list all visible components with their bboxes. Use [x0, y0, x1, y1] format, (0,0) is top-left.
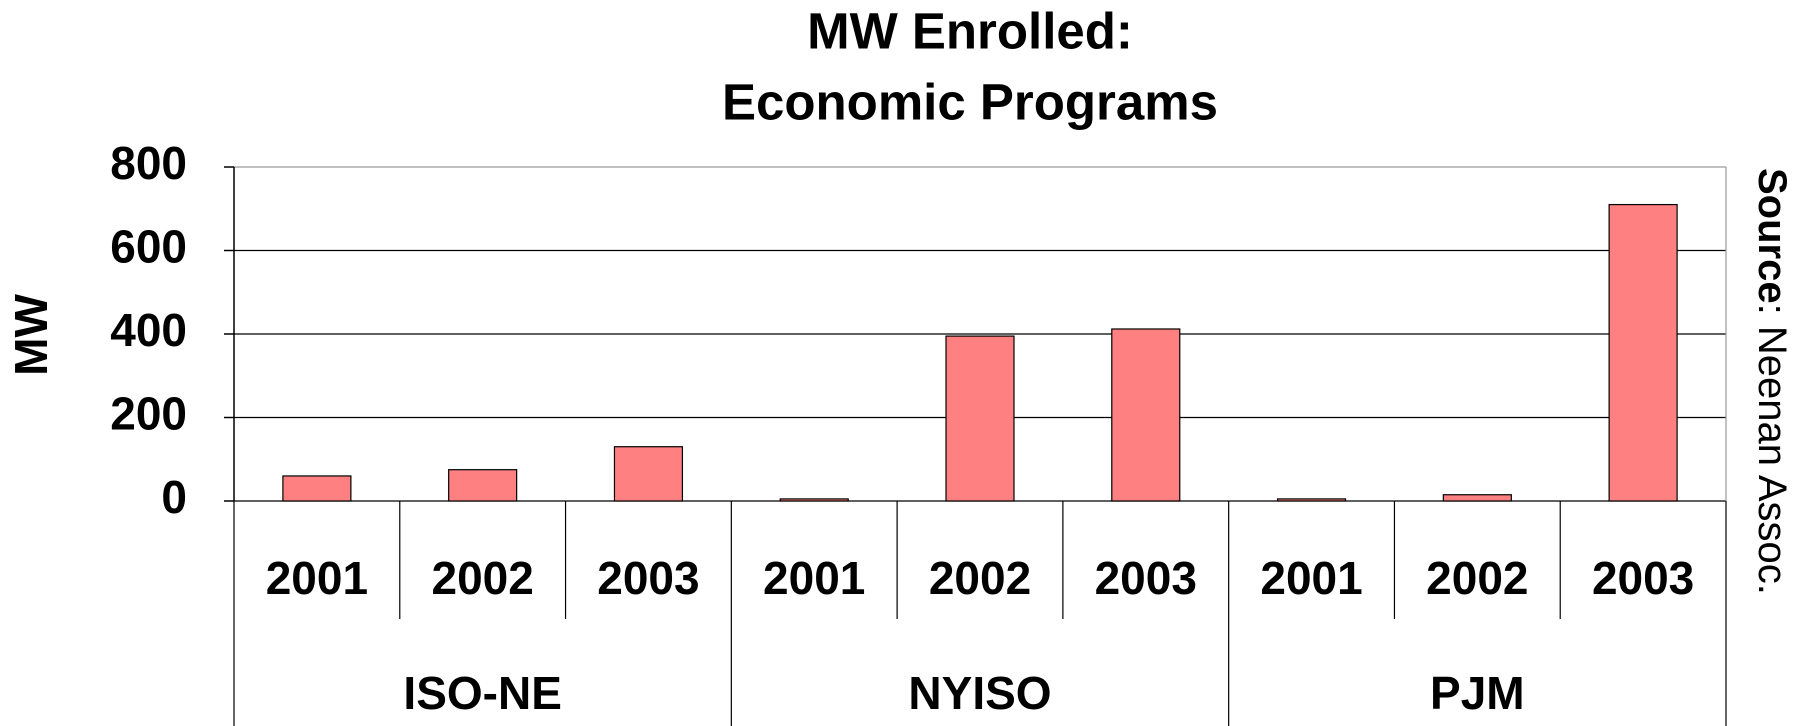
x-tick-label: 2002: [1426, 552, 1528, 604]
y-tick-label: 800: [110, 137, 187, 189]
chart-title: Economic Programs: [722, 73, 1218, 130]
x-tick-label: 2003: [1592, 552, 1694, 604]
y-tick-label: 0: [161, 471, 187, 523]
bar: [945, 335, 1015, 502]
bar: [282, 475, 352, 502]
group-label: NYISO: [908, 667, 1051, 719]
y-axis-label: MW: [5, 294, 57, 376]
source-note: Source: Neenan Assoc.: [1750, 168, 1794, 595]
x-tick-label: 2003: [1095, 552, 1197, 604]
x-tick-label: 2003: [597, 552, 699, 604]
bar: [448, 469, 518, 502]
bar: [613, 446, 684, 502]
x-tick-label: 2001: [266, 552, 368, 604]
source-label: Source: [1750, 168, 1794, 304]
group-label: PJM: [1430, 667, 1525, 719]
x-tick-label: 2001: [763, 552, 865, 604]
x-tick-label: 2001: [1260, 552, 1362, 604]
bar: [1608, 203, 1678, 502]
y-tick-label: 400: [110, 304, 187, 356]
y-tick-label: 200: [110, 388, 187, 440]
bar: [1442, 494, 1512, 502]
source-text: : Neenan Assoc.: [1750, 304, 1794, 595]
x-tick-label: 2002: [929, 552, 1031, 604]
bar: [779, 498, 849, 502]
bar: [1276, 498, 1347, 502]
y-tick-label: 600: [110, 221, 187, 273]
bar: [1111, 328, 1181, 502]
chart-title: MW Enrolled:: [807, 2, 1133, 59]
group-label: ISO-NE: [403, 667, 561, 719]
x-tick-label: 2002: [431, 552, 533, 604]
